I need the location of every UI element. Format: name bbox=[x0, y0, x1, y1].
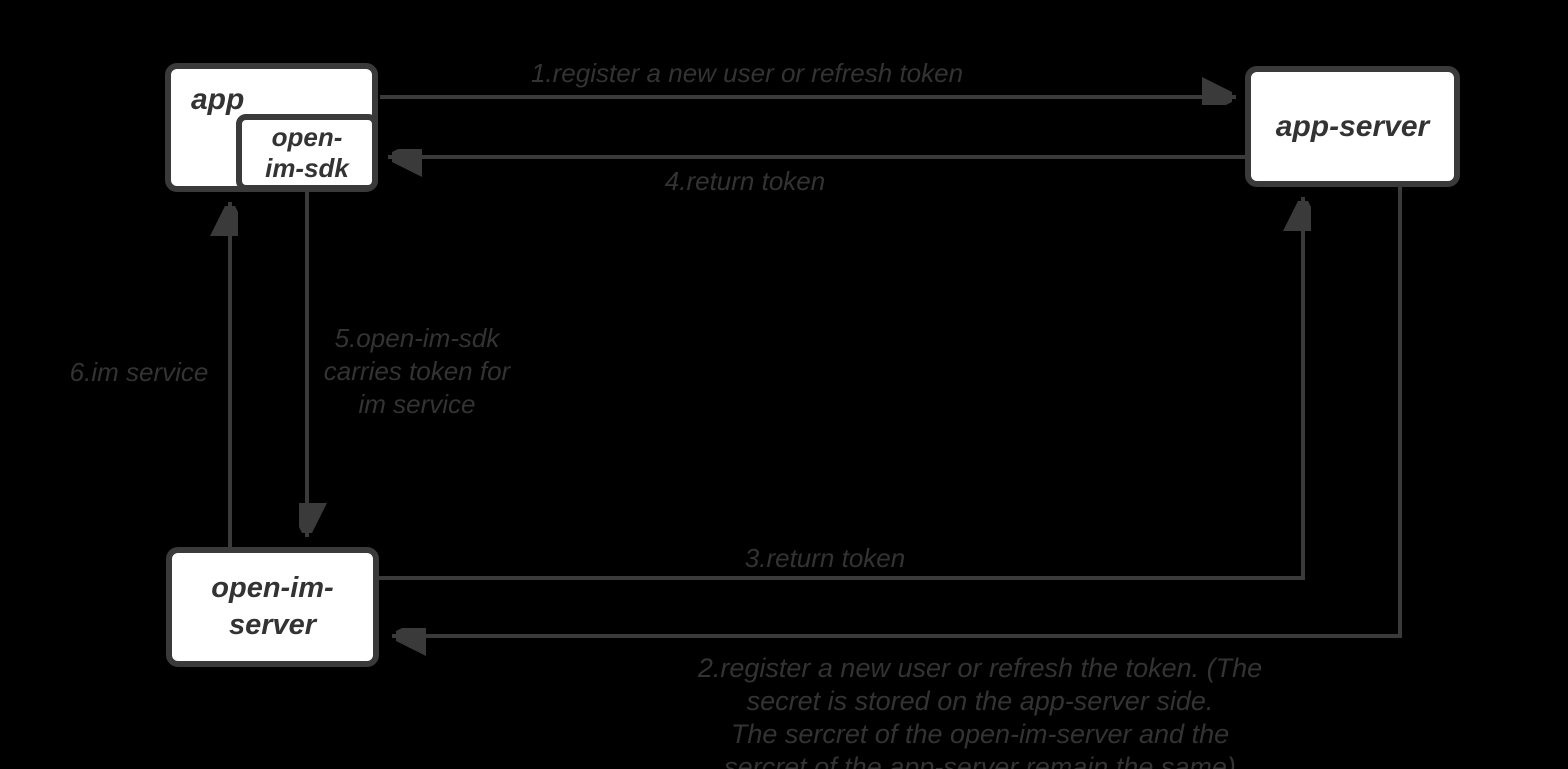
node-app-server: app-server bbox=[1245, 66, 1460, 187]
edge-label-1-register-new-user: 1.register a new user or refresh token bbox=[530, 58, 964, 88]
node-app-label: app bbox=[191, 83, 245, 116]
node-open-im-sdk: open- im-sdk bbox=[236, 114, 378, 191]
edge-label-6-im-service: 6.im service bbox=[69, 357, 209, 387]
node-open-im-server-label: open-im- server bbox=[211, 572, 334, 641]
edge-label-3-return-token: 3.return token bbox=[744, 543, 906, 573]
arrow-2-register-token bbox=[392, 187, 1402, 636]
edge-label-4-return-token: 4.return token bbox=[664, 166, 826, 196]
node-open-im-server: open-im- server bbox=[166, 547, 379, 667]
edge-label-2-register-secret-note: 2.register a new user or refresh the tok… bbox=[697, 653, 1263, 769]
node-open-im-sdk-label: open- im-sdk bbox=[265, 121, 349, 183]
edge-label-5-sdk-carries-token: 5.open-im-sdk carries token for im servi… bbox=[323, 323, 511, 419]
node-app-server-label: app-server bbox=[1275, 109, 1430, 143]
arrow-3-return-token bbox=[379, 197, 1303, 580]
